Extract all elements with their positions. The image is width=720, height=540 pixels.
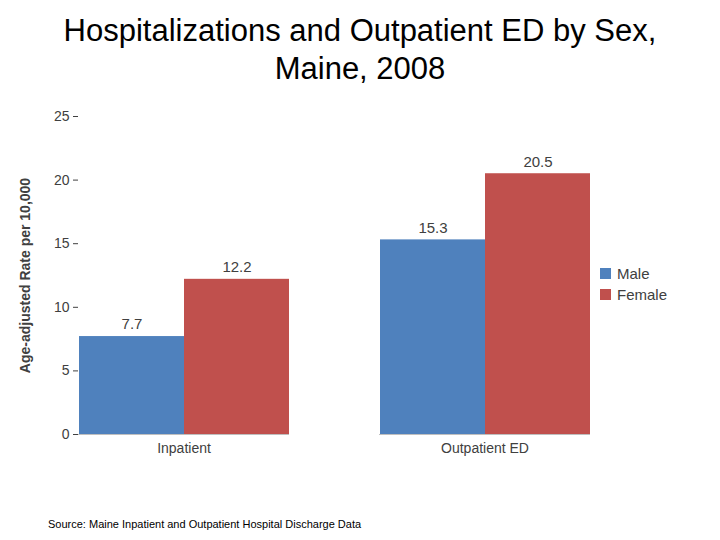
svg-text:Outpatient ED: Outpatient ED (441, 440, 529, 456)
svg-text:20: 20 (54, 172, 70, 188)
html-text:Female: Female (617, 286, 667, 303)
html-text:Source: Maine Inpatient and Ou: Source: Maine Inpatient and Outpatient H… (48, 518, 362, 530)
svg-text:20.5: 20.5 (523, 153, 552, 170)
svg-text:Inpatient: Inpatient (157, 440, 211, 456)
html-text:Male: Male (617, 265, 650, 282)
svg-text:15.3: 15.3 (418, 219, 447, 236)
svg-text:7.7: 7.7 (122, 315, 143, 332)
svg-text:10: 10 (54, 299, 70, 315)
svg-text:5: 5 (62, 362, 70, 378)
svg-text:0: 0 (62, 426, 70, 442)
html-text:Hospitalizations and Outpatien: Hospitalizations and Outpatient ED by Se… (63, 13, 657, 86)
svg-text:25: 25 (54, 108, 70, 124)
svg-text:12.2: 12.2 (222, 258, 251, 275)
svg-text:Age-adjusted Rate per 10,000: Age-adjusted Rate per 10,000 (17, 178, 33, 374)
svg-text:15: 15 (54, 235, 70, 251)
